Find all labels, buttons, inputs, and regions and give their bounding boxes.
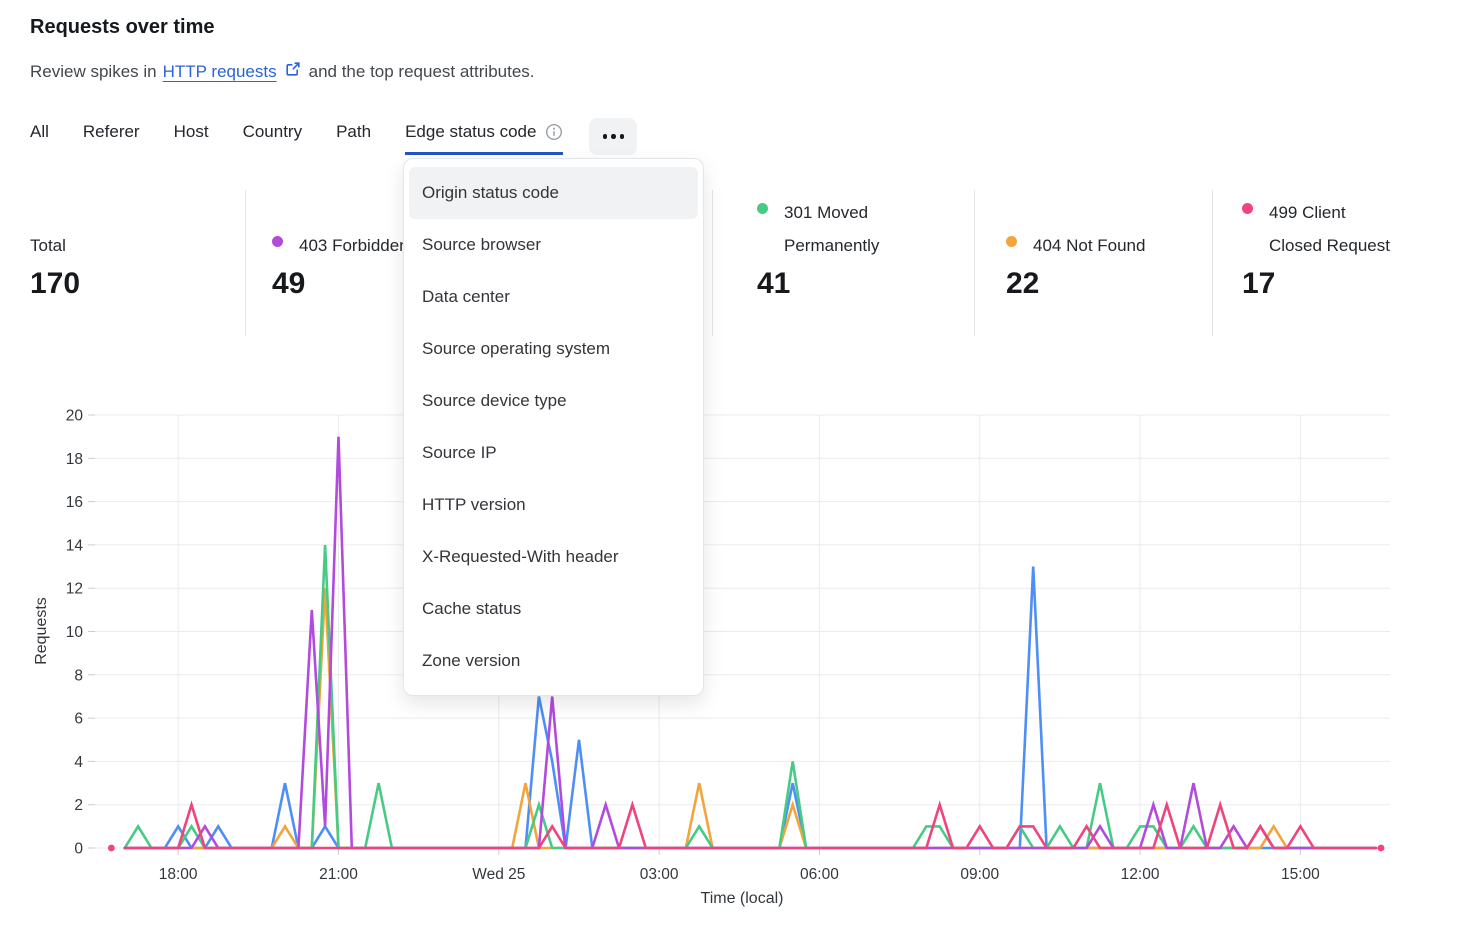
tab-bar: All Referer Host Country Path Edge statu… — [30, 114, 638, 155]
series-line — [123, 800, 1378, 850]
menu-item-http-version[interactable]: HTTP version — [422, 495, 526, 514]
menu-item-cache-status[interactable]: Cache status — [422, 599, 522, 618]
menu-item-origin-status-code[interactable]: Origin status code — [409, 167, 698, 219]
ellipsis-icon — [602, 134, 608, 139]
stat-total: Total 170 — [30, 186, 80, 301]
x-tick-label: 18:00 — [159, 866, 198, 883]
stat-divider — [974, 190, 975, 336]
menu-item-data-center[interactable]: Data center — [422, 287, 510, 306]
stat-label: 499 Client Closed Request — [1269, 203, 1390, 255]
more-attributes-button[interactable] — [589, 118, 638, 155]
stats-row: Total 170 403 Forbidden 49 301 Moved Per… — [0, 186, 1458, 338]
stat-value: 17 — [1242, 267, 1276, 300]
tab-edge-status-code-label: Edge status code — [405, 122, 537, 141]
stat-403-forbidden: 403 Forbidden 49 — [272, 186, 409, 301]
stat-divider — [245, 190, 246, 336]
stat-divider — [712, 190, 713, 336]
y-tick-label: 16 — [66, 494, 83, 511]
stat-value: 41 — [757, 267, 791, 300]
x-tick-label: 06:00 — [800, 866, 839, 883]
subtitle: Review spikes in HTTP requests and the t… — [30, 61, 535, 82]
legend-dot-403 — [272, 236, 283, 247]
tab-country[interactable]: Country — [242, 122, 303, 141]
menu-item-source-ip[interactable]: Source IP — [422, 443, 497, 462]
y-tick-label: 8 — [74, 667, 83, 684]
y-tick-label: 18 — [66, 451, 83, 468]
x-axis-title: Time (local) — [701, 890, 784, 907]
y-tick-label: 0 — [74, 841, 83, 858]
stat-301-moved-permanently: 301 Moved Permanently 41 — [757, 186, 916, 301]
tab-referer[interactable]: Referer — [82, 122, 140, 141]
stat-label: 301 Moved Permanently — [784, 203, 880, 255]
y-tick-label: 14 — [66, 537, 84, 554]
stat-value: 170 — [30, 267, 81, 300]
menu-item-x-requested-with-header[interactable]: X-Requested-With header — [422, 547, 619, 566]
stat-divider — [1212, 190, 1213, 336]
series-start-dot — [107, 844, 115, 852]
stat-label: Total — [30, 236, 66, 255]
y-tick-label: 4 — [74, 754, 83, 771]
x-tick-label: 21:00 — [319, 866, 358, 883]
x-tick-label: Wed 25 — [472, 866, 525, 883]
stat-value: 49 — [272, 267, 306, 300]
page-title: Requests over time — [30, 16, 215, 38]
menu-item-source-device-type[interactable]: Source device type — [422, 391, 567, 410]
legend-dot-404 — [1006, 236, 1017, 247]
y-tick-label: 12 — [66, 581, 83, 598]
x-tick-label: 12:00 — [1121, 866, 1160, 883]
http-requests-link[interactable]: HTTP requests — [162, 61, 277, 81]
y-axis-title: Requests — [33, 597, 50, 665]
y-tick-label: 6 — [74, 711, 83, 728]
requests-line-chart: 0 2 4 6 8 10 12 14 16 18 20 18:00 21:00 Wed 25 03:00 06… — [33, 408, 1390, 907]
subtitle-text: Review spikes in — [30, 61, 157, 81]
tab-path[interactable]: Path — [336, 122, 372, 141]
tab-edge-status-code[interactable]: Edge status code — [405, 114, 564, 155]
series-end-dot — [1377, 844, 1385, 852]
menu-item-source-operating-system[interactable]: Source operating system — [422, 339, 611, 358]
menu-item-zone-version[interactable]: Zone version — [422, 651, 521, 670]
legend-dot-301 — [757, 203, 768, 214]
y-tick-label: 20 — [66, 408, 84, 425]
stat-label: 404 Not Found — [1033, 236, 1146, 255]
series-line — [123, 436, 1378, 851]
external-link-icon — [285, 61, 301, 82]
stat-499-client-closed-request: 499 Client Closed Request 17 — [1242, 186, 1401, 301]
x-tick-label: 09:00 — [960, 866, 999, 883]
x-tick-label: 03:00 — [640, 866, 679, 883]
menu-item-source-browser[interactable]: Source browser — [422, 235, 542, 254]
y-tick-label: 10 — [66, 624, 84, 641]
x-tick-label: 15:00 — [1281, 866, 1320, 883]
subtitle-text-end: and the top request attributes. — [308, 61, 535, 81]
stat-value: 22 — [1006, 267, 1040, 300]
y-tick-label: 2 — [74, 797, 83, 814]
stat-404-not-found: 404 Not Found 22 — [1006, 186, 1145, 301]
tab-all[interactable]: All — [30, 122, 49, 141]
legend-dot-499 — [1242, 203, 1253, 214]
attribute-dropdown-menu: Origin status code Source browser Data c… — [403, 158, 704, 696]
info-icon[interactable] — [545, 123, 563, 141]
tab-host[interactable]: Host — [173, 122, 209, 141]
stat-label: 403 Forbidden — [299, 236, 409, 255]
